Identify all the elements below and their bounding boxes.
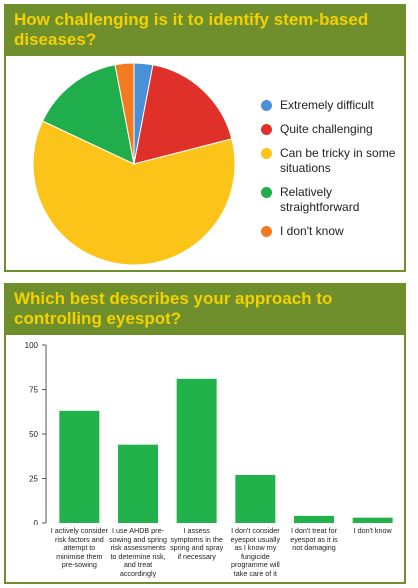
pie-slice (133, 64, 233, 165)
legend-item: I don't know (261, 224, 406, 239)
bar (294, 515, 334, 523)
legend-item: Can be tricky in some situations (261, 146, 406, 176)
bar-chart-title: Which best describes your approach to co… (6, 285, 404, 335)
legend-swatch (261, 226, 272, 237)
pie-chart-panel: How challenging is it to identify stem-b… (4, 4, 406, 272)
pie-legend: Extremely difficult Quite challenging Can … (261, 98, 406, 248)
legend-swatch (261, 187, 272, 198)
legend-label: Quite challenging (280, 122, 373, 136)
pie-chart-title: How challenging is it to identify stem-b… (6, 6, 404, 56)
legend-label: Relatively straightforward (280, 185, 360, 214)
pie-slice (114, 62, 135, 165)
legend-swatch (261, 100, 272, 111)
y-tick-label: 75 (29, 386, 38, 395)
x-category-label: I don't know (353, 526, 392, 535)
y-tick-label: 0 (34, 519, 39, 525)
legend-label: Extremely difficult (280, 98, 374, 112)
pie-slice (41, 64, 135, 165)
legend-swatch (261, 124, 272, 135)
legend-item: Quite challenging (261, 122, 406, 137)
legend-item: Extremely difficult (261, 98, 406, 113)
x-category-label: I don't treat for eyespot as it is not d… (290, 526, 338, 553)
legend-item: Relatively straightforward (261, 185, 406, 215)
x-category-label: I don't consider eyespot usually as I kn… (230, 526, 281, 578)
y-tick-label: 100 (25, 341, 39, 350)
pie-slice (32, 120, 236, 266)
x-category-label: I use AHDB pre-sowing and spring risk as… (109, 526, 167, 578)
bar (118, 444, 158, 523)
bar (352, 517, 393, 523)
y-tick-label: 50 (29, 430, 38, 439)
legend-label: I don't know (280, 224, 344, 238)
bar (235, 474, 276, 523)
pie-chart (32, 62, 236, 266)
legend-label: Can be tricky in some situations (280, 146, 396, 175)
bar (176, 378, 217, 523)
bar-chart: 0 25 50 75 100 (25, 341, 393, 525)
x-category-label: I actively consider risk factors and att… (50, 526, 108, 570)
bar (59, 410, 100, 523)
bar-chart-panel: Which best describes your approach to co… (4, 283, 406, 584)
legend-swatch (261, 148, 272, 159)
y-tick-label: 25 (29, 475, 38, 484)
x-category-label: I assess symptoms in the spring and spra… (170, 526, 224, 561)
